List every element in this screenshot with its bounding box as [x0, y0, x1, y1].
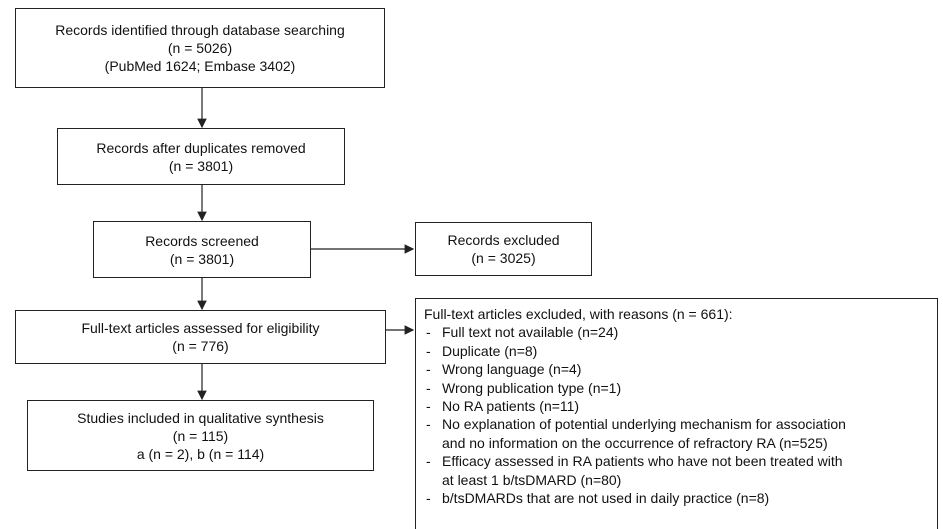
box-text: (n = 3025): [471, 250, 536, 266]
flow-box: Records after duplicates removed (n = 380…: [57, 128, 345, 185]
item-line: No RA patients (n=11): [442, 398, 580, 415]
list-item: No RA patients (n=11): [424, 397, 929, 416]
box-text: (n = 115): [172, 427, 229, 444]
box-text: Records after duplicates removed: [96, 139, 306, 156]
item-line: Full text not available (n=24): [442, 324, 619, 341]
box-text: Records identified through database sear…: [55, 22, 345, 38]
list-item: Full text not available (n=24): [424, 323, 929, 342]
item-line: Wrong language (n=4): [442, 361, 582, 378]
flow-box: Records identified through database sear…: [15, 8, 385, 88]
item-line: Wrong publication type (n=1): [442, 379, 622, 396]
list-item: No explanation of potential underlying m…: [424, 415, 929, 452]
item-line: and no information on the occurrence of …: [442, 434, 828, 451]
box-text: (PubMed 1624; Embase 3402): [104, 58, 296, 74]
box-text: Full-text articles assessed for eligibil…: [81, 320, 320, 336]
item-line: Duplicate (n=8): [442, 342, 538, 359]
exclusion-list: Full-text articles excluded, with reason…: [415, 298, 938, 529]
box-text: Records screened: [145, 232, 259, 249]
item-line: at least 1 b/tsDMARD (n=80): [442, 471, 622, 488]
flow-box: Records excluded (n = 3025): [415, 222, 592, 276]
item-line: No explanation of potential underlying m…: [442, 416, 846, 433]
list-item: b/tsDMARDs that are not used in daily pr…: [424, 489, 929, 508]
list-item: Efficacy assessed in RA patients who hav…: [424, 452, 929, 489]
box-text: (n = 3801): [168, 157, 234, 174]
box-text: (n = 3801): [169, 250, 235, 267]
flow-box: Studies included in qualitative synthesi…: [27, 400, 374, 471]
list-item: Wrong publication type (n=1): [424, 379, 929, 398]
box-text: Studies included in qualitative synthesi…: [77, 409, 324, 426]
item-line: Efficacy assessed in RA patients who hav…: [442, 453, 843, 470]
box-text: a (n = 2), b (n = 114): [136, 445, 265, 462]
flow-box: Full-text articles assessed for eligibil…: [15, 310, 386, 364]
list-item: Duplicate (n=8): [424, 342, 929, 361]
list-item: Wrong language (n=4): [424, 360, 929, 379]
item-line: b/tsDMARDs that are not used in daily pr…: [442, 490, 770, 507]
box-text: (n = 776): [172, 338, 229, 354]
box-text: Records excluded: [447, 232, 560, 248]
box-text: (n = 5026): [167, 40, 233, 56]
flow-box: Records screened (n = 3801): [93, 221, 311, 278]
list-title: Full-text articles excluded, with reason…: [424, 306, 733, 322]
